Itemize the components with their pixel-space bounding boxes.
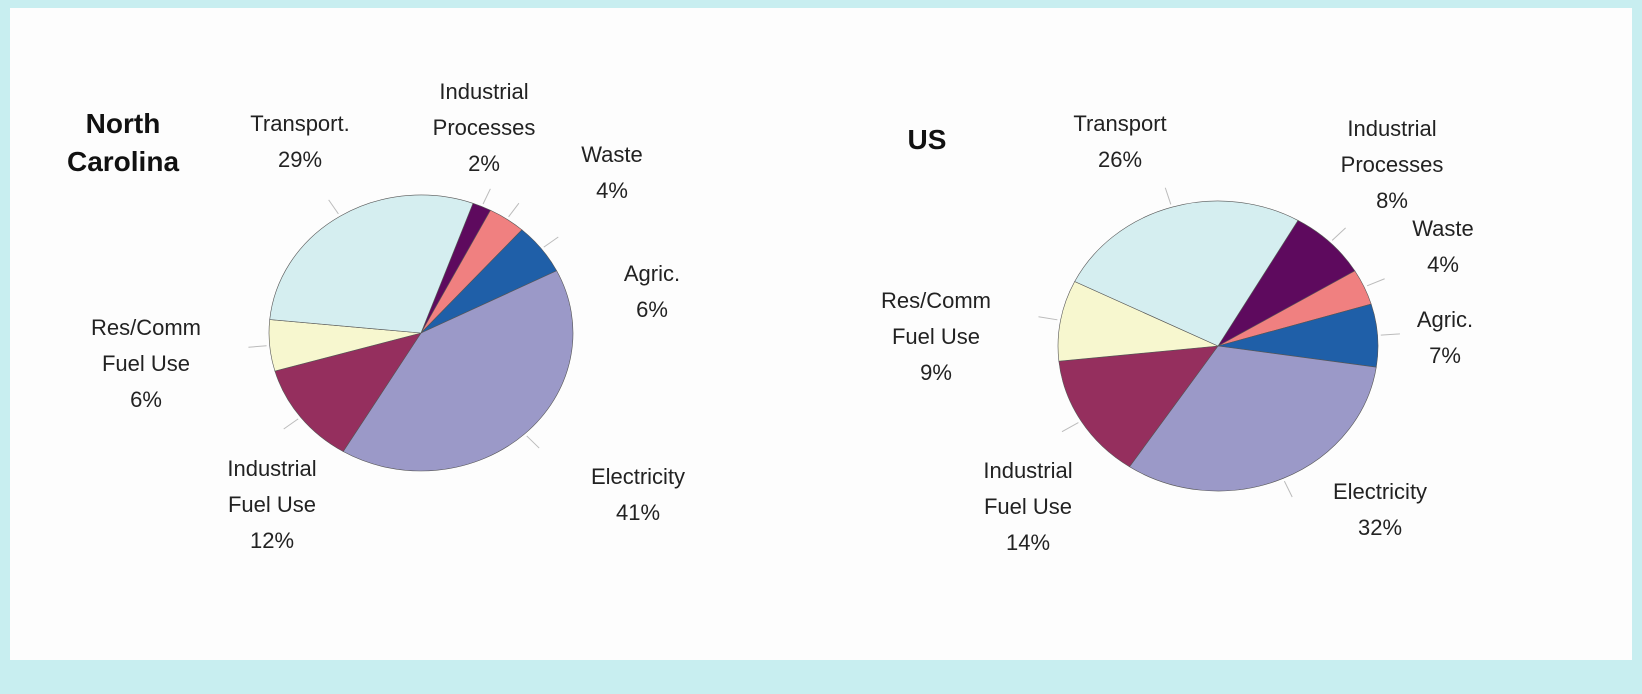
category-label: Industrial Processes: [432, 79, 536, 140]
pie-slice: [1058, 345, 1219, 468]
leader-line: [248, 345, 267, 348]
pie-slice: [1057, 281, 1220, 362]
value-label: 12%: [249, 528, 295, 553]
slice-label: Industrial Fuel Use 12%: [227, 451, 316, 559]
value-label: 4%: [1427, 252, 1459, 277]
category-label: Electricity: [590, 464, 686, 489]
category-label: Res/Comm Fuel Use: [90, 315, 202, 376]
slice-label: Agric. 6%: [624, 256, 680, 328]
category-label: Industrial Fuel Use: [983, 458, 1073, 519]
category-label: Industrial Fuel Use: [227, 456, 317, 517]
pie-slice: [1074, 200, 1299, 347]
leader-line: [1366, 278, 1385, 287]
value-label: 32%: [1357, 515, 1403, 540]
slice-label: Res/Comm Fuel Use 6%: [91, 310, 201, 418]
pie-slice: [1129, 345, 1377, 492]
slice-label: Agric. 7%: [1417, 302, 1473, 374]
slice-label: Waste 4%: [1412, 211, 1474, 283]
category-label: Res/Comm Fuel Use: [880, 288, 992, 349]
category-label: Electricity: [1332, 479, 1428, 504]
slice-label: Transport. 29%: [250, 106, 349, 178]
value-label: 29%: [277, 147, 323, 172]
leader-line: [283, 418, 299, 430]
leader-line: [1164, 187, 1172, 205]
category-label: Waste: [1412, 216, 1474, 241]
leader-line: [328, 199, 339, 215]
slice-label: Industrial Processes 8%: [1341, 111, 1444, 219]
category-label: Agric.: [1416, 307, 1474, 332]
slice-label: Res/Comm Fuel Use 9%: [881, 283, 991, 391]
leader-line: [1331, 227, 1346, 241]
slice-label: Industrial Processes 2%: [433, 74, 536, 182]
chart-title: US: [907, 124, 947, 155]
category-label: Industrial Processes: [1340, 116, 1444, 177]
leader-line: [1061, 422, 1079, 433]
leader-line: [1283, 480, 1293, 498]
value-label: 6%: [130, 387, 162, 412]
leader-line: [482, 188, 491, 205]
slice-label: Industrial Fuel Use 14%: [983, 453, 1072, 561]
leader-line: [1380, 333, 1400, 336]
value-label: 9%: [920, 360, 952, 385]
chart-title: North Carolina: [66, 108, 180, 177]
slice-label: Transport 26%: [1073, 106, 1166, 178]
value-label: 6%: [636, 297, 668, 322]
slice-label: Waste 4%: [581, 137, 643, 209]
value-label: 26%: [1097, 147, 1143, 172]
category-label: Transport.: [250, 111, 350, 136]
leader-line: [543, 236, 559, 248]
value-label: 8%: [1376, 188, 1408, 213]
category-label: Transport: [1073, 111, 1167, 136]
slice-label: Electricity 32%: [1333, 474, 1427, 546]
value-label: 2%: [468, 151, 500, 176]
value-label: 7%: [1429, 343, 1461, 368]
pie-slice: [342, 270, 574, 472]
leader-line: [526, 435, 540, 449]
category-label: Waste: [581, 142, 643, 167]
value-label: 4%: [596, 178, 628, 203]
slice-label: Electricity 41%: [591, 459, 685, 531]
category-label: Agric.: [623, 261, 681, 286]
pie-slice: [274, 332, 422, 452]
leader-line: [508, 202, 520, 218]
leader-line: [1038, 316, 1058, 321]
pie-slice: [269, 194, 474, 334]
value-label: 14%: [1005, 530, 1051, 555]
value-label: 41%: [615, 500, 661, 525]
